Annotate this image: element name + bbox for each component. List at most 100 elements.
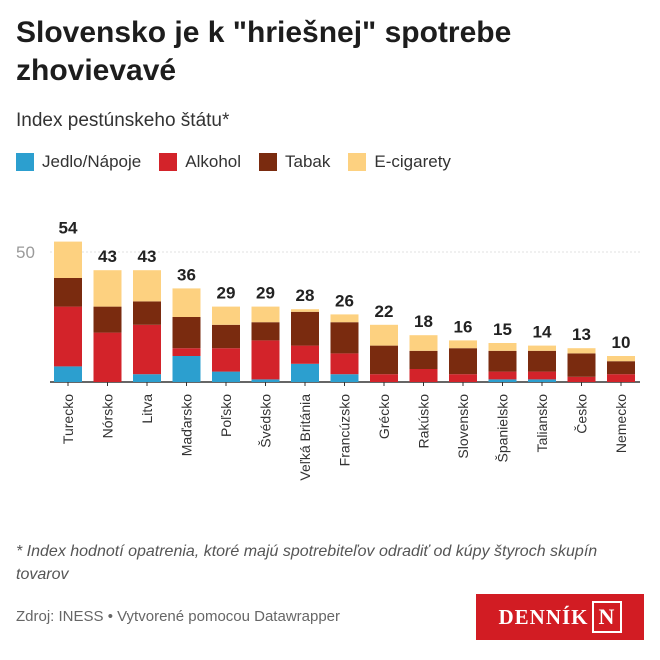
bar-segment xyxy=(54,306,82,367)
bar-segment xyxy=(172,288,201,317)
bar-total-label: 54 xyxy=(59,219,78,238)
x-category-label: Grécko xyxy=(376,394,392,439)
bar-segment xyxy=(291,345,319,364)
bar-segment xyxy=(212,371,240,382)
bar-segment xyxy=(330,353,359,375)
bar-segment xyxy=(409,369,438,382)
logo-letter: N xyxy=(591,601,622,633)
bar-segment xyxy=(172,348,201,356)
bar-segment xyxy=(133,301,161,325)
x-category-label: Poľsko xyxy=(218,394,234,437)
bar-segment xyxy=(488,371,517,380)
legend-label-food: Jedlo/Nápoje xyxy=(42,152,142,171)
bar-segment xyxy=(567,353,596,377)
bar-segment xyxy=(528,345,556,351)
x-category-label: Nórsko xyxy=(100,394,116,439)
bar-segment xyxy=(172,317,201,349)
chart-title: Slovensko je k "hriešnej" spotrebe zhovi… xyxy=(16,16,512,87)
bar-total-label: 13 xyxy=(572,325,591,344)
bar-segment xyxy=(528,371,556,380)
bar-segment xyxy=(330,374,359,382)
legend-item-alcohol: Alkohol xyxy=(159,152,241,172)
legend-item-tobacco: Tabak xyxy=(259,152,330,172)
bar-segment xyxy=(133,324,161,375)
bar-segment xyxy=(54,241,82,278)
x-category-label: Taliansko xyxy=(534,394,550,453)
bar-segment xyxy=(449,374,477,382)
legend: Jedlo/Nápoje Alkohol Tabak E-cigarety xyxy=(16,152,469,172)
bar-total-label: 28 xyxy=(296,286,315,305)
bar-segment xyxy=(449,340,477,349)
bar-segment xyxy=(370,345,398,375)
bar-segment xyxy=(93,332,122,382)
footnote: * Index hodnotí opatrenia, ktoré majú sp… xyxy=(16,543,598,583)
bar-total-label: 22 xyxy=(375,302,394,321)
x-category-label: Nemecko xyxy=(613,394,629,453)
bar-segment xyxy=(133,270,161,302)
bar-segment xyxy=(567,348,596,354)
bar-segment xyxy=(370,324,398,346)
bar-segment xyxy=(330,314,359,323)
stacked-bar-chart: 50 54 Turecko 43 Nórsko 43 Litva 36 Maďarsko 29 Po… xyxy=(16,219,640,481)
bar-total-label: 29 xyxy=(217,284,236,303)
bar-segment xyxy=(251,322,280,341)
x-category-label: Rakúsko xyxy=(416,394,432,449)
bar-total-label: 15 xyxy=(493,320,512,339)
bar-total-label: 26 xyxy=(335,291,354,310)
legend-swatch-food xyxy=(16,153,34,171)
bar-segment xyxy=(212,348,240,372)
bar-segment xyxy=(133,374,161,382)
x-category-label: Španielsko xyxy=(495,394,511,463)
x-category-label: Litva xyxy=(139,394,155,424)
chart-subtitle: Index pestúnskeho štátu* xyxy=(16,110,230,131)
bar-total-label: 10 xyxy=(612,333,631,352)
bar-segment xyxy=(567,376,596,382)
bar-segment xyxy=(528,379,556,382)
bar-segment xyxy=(528,350,556,372)
bar-segment xyxy=(291,309,319,312)
bar-total-label: 29 xyxy=(256,284,275,303)
bar-segment xyxy=(370,374,398,382)
bar-segment xyxy=(251,340,280,380)
bar-segment xyxy=(54,278,82,307)
bar-segment xyxy=(54,366,82,382)
bar-segment xyxy=(291,311,319,346)
bar-segment xyxy=(607,356,635,362)
x-category-label: Maďarsko xyxy=(179,394,195,457)
bar-segment xyxy=(449,348,477,375)
legend-item-ecig: E-cigarety xyxy=(348,152,451,172)
bar-segment xyxy=(93,306,122,333)
bar-segment xyxy=(409,335,438,351)
legend-swatch-ecig xyxy=(348,153,367,171)
bar-total-label: 16 xyxy=(454,317,473,336)
bar-total-label: 18 xyxy=(414,312,433,331)
bar-segment xyxy=(93,270,122,307)
bar-segment xyxy=(409,350,438,369)
legend-swatch-alcohol xyxy=(159,153,178,171)
bar-segment xyxy=(488,350,517,372)
bar-segment xyxy=(607,374,635,382)
bar-segment xyxy=(488,343,517,351)
legend-label-tobacco: Tabak xyxy=(285,152,331,171)
bar-total-label: 43 xyxy=(138,247,157,266)
logo-text: DENNÍK xyxy=(498,604,589,629)
bar-total-label: 36 xyxy=(177,265,196,284)
bar-segment xyxy=(172,356,201,382)
x-category-label: Švédsko xyxy=(258,394,274,448)
source-line: Zdroj: INESS • Vytvorené pomocou Datawra… xyxy=(16,608,341,625)
legend-label-ecig: E-cigarety xyxy=(374,152,451,171)
bar-segment xyxy=(330,322,359,354)
bar-segment xyxy=(251,306,280,323)
legend-label-alcohol: Alkohol xyxy=(185,152,242,171)
x-category-label: Francúzsko xyxy=(337,394,353,467)
bar-segment xyxy=(212,306,240,325)
bar-segment xyxy=(212,324,240,349)
bar-segment xyxy=(607,361,635,375)
legend-swatch-tobacco xyxy=(259,153,278,171)
x-category-label: Veľká Británia xyxy=(297,394,313,481)
x-category-label: Slovensko xyxy=(455,394,471,459)
bar-segment xyxy=(291,363,319,382)
bar-segment xyxy=(251,379,280,382)
bar-segment xyxy=(488,379,517,382)
dennik-n-logo: DENNÍK N xyxy=(476,594,644,640)
